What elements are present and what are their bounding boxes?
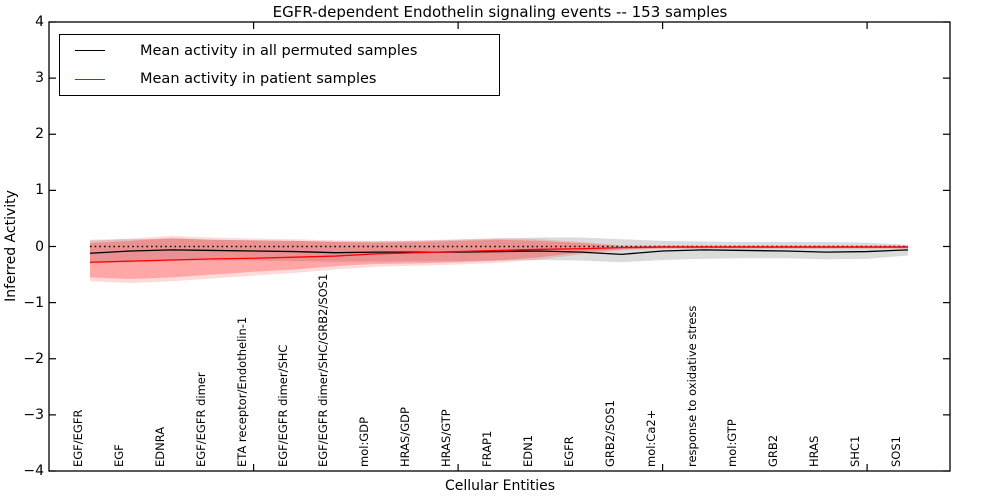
x-category-label: EDNRA	[152, 426, 167, 467]
y-tick-label: −2	[23, 350, 44, 367]
y-tick-label: 1	[35, 182, 44, 199]
x-category-label: mol:GDP	[357, 416, 372, 467]
x-axis-label: Cellular Entities	[444, 478, 556, 494]
x-category-label: EGF/EGFR dimer/SHC/GRB2/SOS1	[316, 273, 331, 467]
x-category-label: mol:GTP	[725, 419, 740, 467]
x-category-label: HRAS	[807, 435, 822, 467]
mean-activity-in-all-permuted-samples-line	[89, 249, 909, 256]
y-tick-label: −3	[23, 406, 44, 423]
x-category-label: response to oxidative stress	[684, 305, 699, 467]
x-category-label: GRB2	[766, 434, 781, 467]
x-category-label: EGF/EGFR dimer/SHC	[275, 344, 290, 467]
legend-item-patient: Mean activity in patient samples	[60, 66, 499, 92]
x-category-label: EGF	[111, 444, 126, 467]
mean-activity-in-patient-samples-line	[89, 246, 908, 263]
x-category-label: EGF/EGFR dimer	[193, 372, 208, 467]
y-tick-label: 0	[35, 238, 44, 255]
y-tick-label: 3	[35, 70, 44, 87]
y-tick-label: 4	[35, 14, 44, 30]
legend: Mean activity in all permuted samples Me…	[59, 34, 500, 96]
x-category-label: mol:Ca2+	[643, 409, 658, 467]
x-category-label: SHC1	[848, 435, 863, 467]
x-category-label: FRAP1	[480, 430, 494, 467]
y-tick-label: 2	[35, 126, 44, 143]
x-category-label: GRB2/SOS1	[602, 400, 617, 467]
legend-item-permuted: Mean activity in all permuted samples	[60, 38, 499, 64]
x-category-label: EGFR	[561, 436, 576, 467]
chart-title: EGFR-dependent Endothelin signaling even…	[272, 3, 728, 21]
x-category-label: HRAS/GTP	[439, 409, 454, 467]
y-tick-label: −4	[23, 463, 44, 479]
x-category-label: SOS1	[889, 436, 903, 467]
x-category-label: EDN1	[520, 434, 535, 467]
patient-samples-range-inner-band	[90, 238, 908, 280]
x-category-label: HRAS/GDP	[398, 407, 413, 467]
legend-label-patient: Mean activity in patient samples	[140, 71, 377, 88]
permuted-line-swatch	[75, 50, 105, 52]
y-tick-label: −1	[23, 294, 44, 311]
patient-line-swatch	[75, 78, 105, 80]
x-category-label: ETA receptor/Endothelin-1	[234, 316, 249, 467]
x-category-label: EGF/EGFR	[71, 409, 85, 467]
legend-label-permuted: Mean activity in all permuted samples	[140, 42, 418, 59]
